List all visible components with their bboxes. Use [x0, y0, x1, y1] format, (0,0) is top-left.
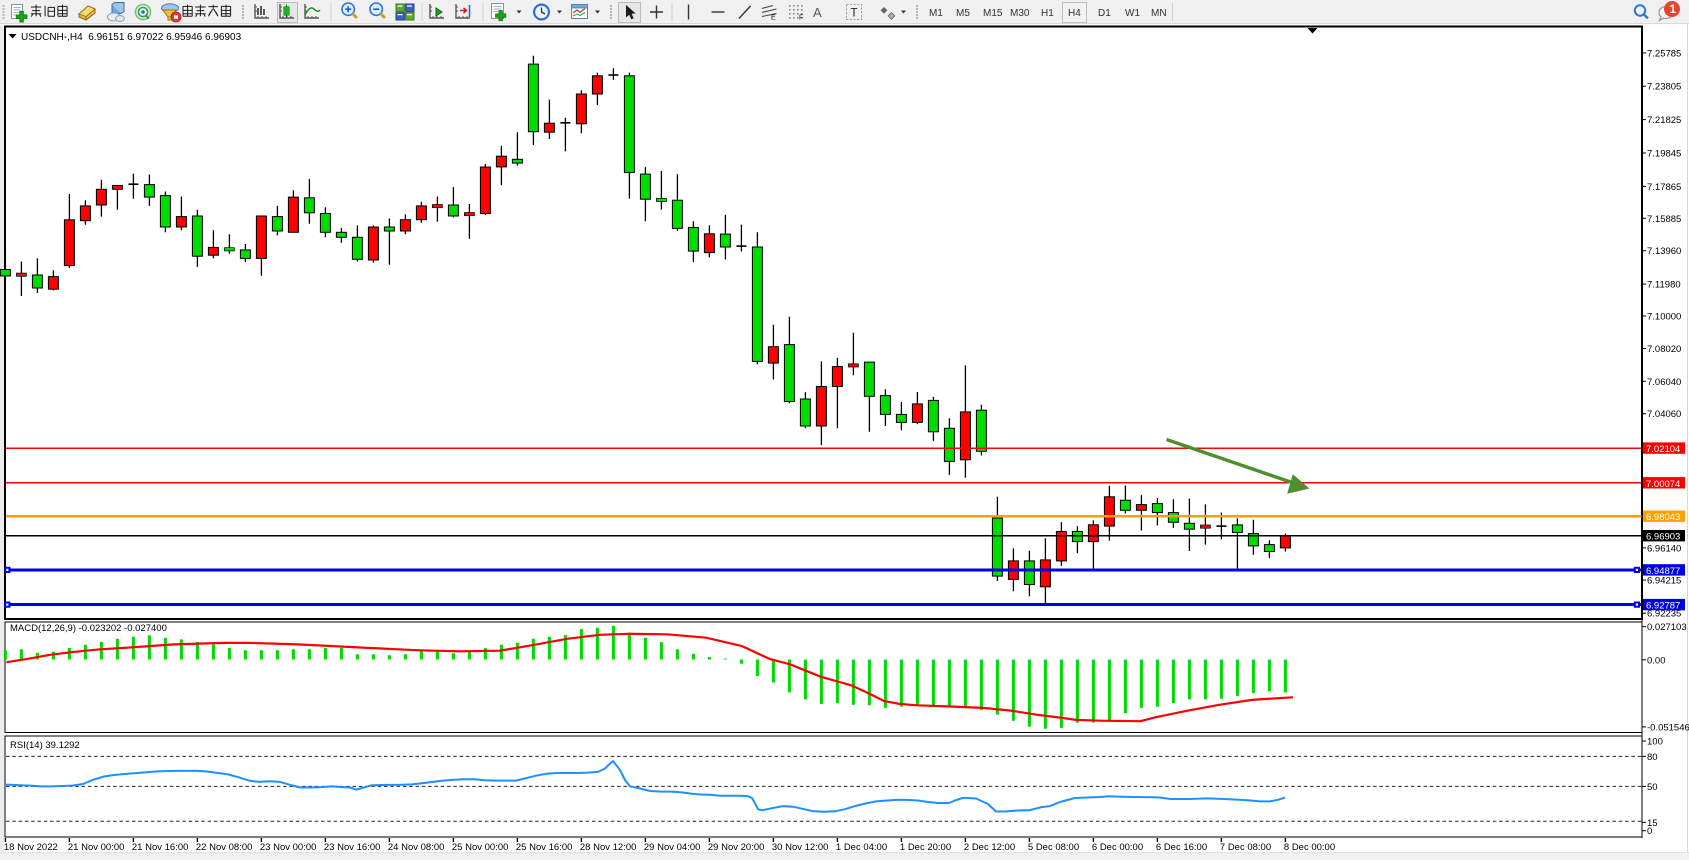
- svg-text:7.25785: 7.25785: [1647, 48, 1681, 59]
- svg-text:7.02104: 7.02104: [1646, 444, 1680, 455]
- svg-text:25 Nov 16:00: 25 Nov 16:00: [516, 842, 573, 853]
- svg-text:E: E: [771, 15, 776, 22]
- svg-text:7.08020: 7.08020: [1647, 344, 1681, 355]
- svg-text:M5: M5: [956, 8, 970, 19]
- svg-text:7.10000: 7.10000: [1647, 312, 1681, 323]
- svg-text:6.96140: 6.96140: [1647, 543, 1681, 554]
- svg-text:2 Dec 12:00: 2 Dec 12:00: [964, 842, 1015, 853]
- svg-text:0: 0: [1647, 826, 1652, 837]
- svg-text:100: 100: [1647, 737, 1663, 748]
- svg-text:23 Nov 00:00: 23 Nov 00:00: [260, 842, 317, 853]
- svg-text:29 Nov 20:00: 29 Nov 20:00: [708, 842, 765, 853]
- svg-text:30 Nov 12:00: 30 Nov 12:00: [772, 842, 829, 853]
- svg-text:MACD(12,26,9) -0.023202 -0.027: MACD(12,26,9) -0.023202 -0.027400: [10, 623, 167, 634]
- svg-text:7.13960: 7.13960: [1647, 246, 1681, 257]
- svg-text:RSI(14) 39.1292: RSI(14) 39.1292: [10, 740, 80, 751]
- svg-text:MN: MN: [1151, 8, 1167, 19]
- svg-text:1 Dec 20:00: 1 Dec 20:00: [900, 842, 951, 853]
- svg-text:7.06040: 7.06040: [1647, 377, 1681, 388]
- svg-text:7.19845: 7.19845: [1647, 149, 1681, 160]
- svg-text:F: F: [799, 15, 803, 22]
- svg-text:8 Dec 00:00: 8 Dec 00:00: [1284, 842, 1335, 853]
- svg-text:7.23805: 7.23805: [1647, 82, 1681, 93]
- svg-text:T: T: [851, 8, 858, 20]
- svg-text:29 Nov 04:00: 29 Nov 04:00: [644, 842, 701, 853]
- svg-text:0.00: 0.00: [1647, 655, 1666, 666]
- svg-text:M30: M30: [1010, 8, 1030, 19]
- svg-text:A: A: [813, 5, 822, 20]
- svg-text:18 Nov 2022: 18 Nov 2022: [4, 842, 58, 853]
- svg-text:6 Dec 00:00: 6 Dec 00:00: [1092, 842, 1143, 853]
- svg-text:7.17865: 7.17865: [1647, 182, 1681, 193]
- svg-text:28 Nov 12:00: 28 Nov 12:00: [580, 842, 637, 853]
- svg-text:50: 50: [1647, 782, 1658, 793]
- svg-text:1 Dec 04:00: 1 Dec 04:00: [836, 842, 887, 853]
- svg-text:D1: D1: [1098, 8, 1111, 19]
- svg-text:25 Nov 00:00: 25 Nov 00:00: [452, 842, 509, 853]
- svg-text:M1: M1: [929, 8, 943, 19]
- svg-text:H1: H1: [1041, 8, 1054, 19]
- svg-text:6.92235: 6.92235: [1647, 609, 1681, 620]
- svg-text:6.96903: 6.96903: [1646, 532, 1680, 543]
- svg-text:80: 80: [1647, 752, 1658, 763]
- svg-text:-0.051546: -0.051546: [1647, 722, 1689, 733]
- svg-text:1: 1: [1670, 4, 1677, 16]
- svg-text:0.027103: 0.027103: [1647, 622, 1687, 633]
- svg-text:H4: H4: [1068, 8, 1081, 19]
- svg-text:21 Nov 00:00: 21 Nov 00:00: [68, 842, 125, 853]
- svg-text:24 Nov 08:00: 24 Nov 08:00: [388, 842, 445, 853]
- svg-text:USDCNH-,H4 6.96151 6.97022 6.: USDCNH-,H4 6.96151 6.97022 6.95946 6.969…: [21, 32, 242, 43]
- svg-text:5 Dec 08:00: 5 Dec 08:00: [1028, 842, 1079, 853]
- svg-text:7.11980: 7.11980: [1647, 280, 1681, 291]
- svg-text:7.21825: 7.21825: [1647, 115, 1681, 126]
- svg-text:7 Dec 08:00: 7 Dec 08:00: [1220, 842, 1271, 853]
- svg-text:M15: M15: [983, 8, 1003, 19]
- svg-text:21 Nov 16:00: 21 Nov 16:00: [132, 842, 189, 853]
- svg-text:6.94215: 6.94215: [1647, 576, 1681, 587]
- svg-text:6.98043: 6.98043: [1646, 512, 1680, 523]
- svg-text:7.04060: 7.04060: [1647, 409, 1681, 420]
- svg-text:6 Dec 16:00: 6 Dec 16:00: [1156, 842, 1207, 853]
- svg-text:15: 15: [1647, 818, 1658, 829]
- svg-text:7.15885: 7.15885: [1647, 214, 1681, 225]
- svg-text:6.94877: 6.94877: [1646, 566, 1680, 577]
- svg-text:W1: W1: [1125, 8, 1140, 19]
- svg-text:23 Nov 16:00: 23 Nov 16:00: [324, 842, 381, 853]
- svg-text:6.92787: 6.92787: [1646, 601, 1680, 612]
- svg-text:7.00074: 7.00074: [1646, 479, 1680, 490]
- svg-text:22 Nov 08:00: 22 Nov 08:00: [196, 842, 253, 853]
